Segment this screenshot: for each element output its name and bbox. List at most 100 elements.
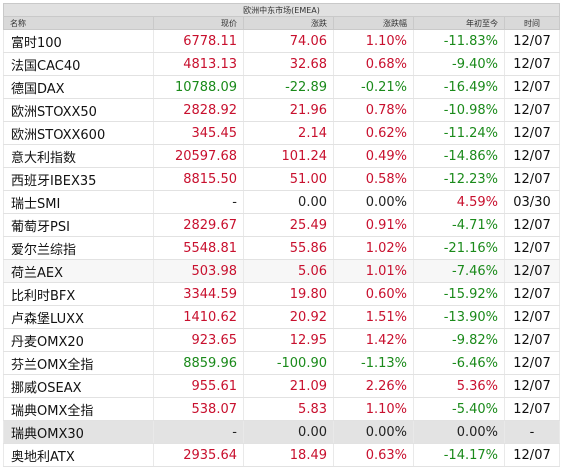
table-row[interactable]: 西班牙IBEX35 8815.50 51.00 0.58% -12.23% 12/07 (3, 167, 561, 191)
time-cell: 12/07 (503, 282, 561, 306)
ytd-cell: -6.46% (413, 351, 505, 375)
table-row[interactable]: 瑞典OMX30-0.00 0.00% 0.00% - (3, 420, 561, 444)
index-name-cell: 荷兰AEX (3, 259, 154, 283)
table-row[interactable]: 丹麦OMX20 923.65 12.95 1.42% -9.82% 12/07 (3, 328, 561, 352)
col-header-name[interactable]: 名称 (3, 16, 154, 30)
change-cell: 0.00 (243, 190, 334, 214)
column-header-row: 名称 现价 涨跌 涨跌幅 年初至今 时间 (3, 16, 561, 30)
price-cell: 8815.50 (153, 167, 244, 191)
change-pct-cell: 0.62% (333, 121, 414, 145)
ytd-cell: 4.59% (413, 190, 505, 214)
change-pct-cell: -1.13% (333, 351, 414, 375)
time-cell: 03/30 (503, 190, 561, 214)
ytd-cell: -11.24% (413, 121, 505, 145)
price-cell: - (153, 190, 244, 214)
table-row[interactable]: 比利时BFX 3344.59 19.80 0.60% -15.92% 12/07 (3, 282, 561, 306)
table-row[interactable]: 卢森堡LUXX 1410.62 20.92 1.51% -13.90% 12/07 (3, 305, 561, 329)
change-pct-cell: 0.49% (333, 144, 414, 168)
table-row[interactable]: 瑞士SMI -0.00 0.00% 4.59% 03/30 (3, 190, 561, 214)
ytd-cell: -12.23% (413, 167, 505, 191)
table-row[interactable]: 富时100 6778.11 74.06 1.10% -11.83% 12/07 (3, 29, 561, 53)
table-row[interactable]: 德国DAX 10788.09 -22.89 -0.21% -16.49% 12/07 (3, 75, 561, 99)
change-pct-cell: 1.10% (333, 397, 414, 421)
change-cell: 32.68 (243, 52, 334, 76)
time-cell: 12/07 (503, 259, 561, 283)
ytd-cell: -9.82% (413, 328, 505, 352)
time-cell: 12/07 (503, 75, 561, 99)
col-header-change-pct[interactable]: 涨跌幅 (333, 16, 414, 30)
change-pct-cell: 0.58% (333, 167, 414, 191)
change-pct-cell: -0.21% (333, 75, 414, 99)
price-cell: 8859.96 (153, 351, 244, 375)
table-row[interactable]: 挪威OSEAX 955.61 21.09 2.26% 5.36% 12/07 (3, 374, 561, 398)
change-pct-cell: 1.01% (333, 259, 414, 283)
index-name-cell: 德国DAX (3, 75, 154, 99)
index-name-cell: 奥地利ATX (3, 443, 154, 467)
col-header-ytd[interactable]: 年初至今 (413, 16, 505, 30)
change-cell: 0.00 (243, 420, 334, 444)
time-cell: 12/07 (503, 328, 561, 352)
ytd-cell: -11.83% (413, 29, 505, 53)
index-name-cell: 卢森堡LUXX (3, 305, 154, 329)
table-row[interactable]: 瑞典OMX全指 538.07 5.83 1.10% -5.40% 12/07 (3, 397, 561, 421)
table-row[interactable]: 欧洲STOXX600 345.45 2.14 0.62% -11.24% 12/07 (3, 121, 561, 145)
region-title: 欧洲中东市场(EMEA) (2, 3, 561, 17)
price-cell: 955.61 (153, 374, 244, 398)
change-pct-cell: 1.10% (333, 29, 414, 53)
table-row[interactable]: 奥地利ATX 2935.64 18.49 0.63% -14.17% 12/07 (3, 443, 561, 467)
table-row[interactable]: 芬兰OMX全指 8859.96 -100.90 -1.13% -6.46% 12/07 (3, 351, 561, 375)
table-row[interactable]: 欧洲STOXX50 2828.92 21.96 0.78% -10.98% 12/07 (3, 98, 561, 122)
change-cell: 21.09 (243, 374, 334, 398)
index-name-cell: 瑞典OMX30 (3, 420, 154, 444)
time-cell: - (503, 420, 561, 444)
change-pct-cell: 0.60% (333, 282, 414, 306)
price-cell: 6778.11 (153, 29, 244, 53)
col-header-time[interactable]: 时间 (503, 16, 561, 30)
ytd-cell: 0.00% (413, 420, 505, 444)
time-cell: 12/07 (503, 52, 561, 76)
index-name-cell: 西班牙IBEX35 (3, 167, 154, 191)
change-pct-cell: 1.42% (333, 328, 414, 352)
time-cell: 12/07 (503, 305, 561, 329)
col-header-price[interactable]: 现价 (153, 16, 244, 30)
table-row[interactable]: 意大利指数 20597.68 101.24 0.49% -14.86% 12/07 (3, 144, 561, 168)
table-row[interactable]: 荷兰AEX 503.98 5.06 1.01% -7.46% 12/07 (3, 259, 561, 283)
time-cell: 12/07 (503, 167, 561, 191)
time-cell: 12/07 (503, 98, 561, 122)
time-cell: 12/07 (503, 213, 561, 237)
emea-market-table: 欧洲中东市场(EMEA) 名称 现价 涨跌 涨跌幅 年初至今 时间 富时100 6… (2, 3, 561, 467)
change-cell: 55.86 (243, 236, 334, 260)
change-cell: 25.49 (243, 213, 334, 237)
table-row[interactable]: 法国CAC40 4813.13 32.68 0.68% -9.40% 12/07 (3, 52, 561, 76)
change-cell: 5.83 (243, 397, 334, 421)
price-cell: 345.45 (153, 121, 244, 145)
change-cell: 20.92 (243, 305, 334, 329)
change-pct-cell: 0.00% (333, 190, 414, 214)
table-row[interactable]: 爱尔兰综指 5548.81 55.86 1.02% -21.16% 12/07 (3, 236, 561, 260)
change-cell: 74.06 (243, 29, 334, 53)
price-cell: 538.07 (153, 397, 244, 421)
ytd-cell: -5.40% (413, 397, 505, 421)
index-name-cell: 挪威OSEAX (3, 374, 154, 398)
change-pct-cell: 0.78% (333, 98, 414, 122)
change-cell: 18.49 (243, 443, 334, 467)
time-cell: 12/07 (503, 29, 561, 53)
change-cell: 19.80 (243, 282, 334, 306)
ytd-cell: -15.92% (413, 282, 505, 306)
col-header-change[interactable]: 涨跌 (243, 16, 334, 30)
ytd-cell: -4.71% (413, 213, 505, 237)
time-cell: 12/07 (503, 374, 561, 398)
ytd-cell: -9.40% (413, 52, 505, 76)
index-name-cell: 法国CAC40 (3, 52, 154, 76)
index-name-cell: 爱尔兰综指 (3, 236, 154, 260)
change-pct-cell: 1.51% (333, 305, 414, 329)
ytd-cell: -21.16% (413, 236, 505, 260)
change-cell: 101.24 (243, 144, 334, 168)
change-pct-cell: 0.63% (333, 443, 414, 467)
time-cell: 12/07 (503, 351, 561, 375)
price-cell: 2935.64 (153, 443, 244, 467)
price-cell: 10788.09 (153, 75, 244, 99)
price-cell: 4813.13 (153, 52, 244, 76)
table-row[interactable]: 葡萄牙PSI 2829.67 25.49 0.91% -4.71% 12/07 (3, 213, 561, 237)
region-title-row: 欧洲中东市场(EMEA) (2, 3, 561, 17)
